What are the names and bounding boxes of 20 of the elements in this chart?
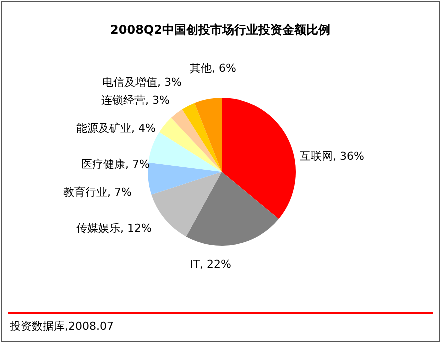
slice-label: 连锁经营, 3% [102, 94, 170, 107]
pie-slice [148, 162, 222, 195]
slice-label: 医疗健康, 7% [82, 158, 150, 171]
pie-slice [222, 98, 296, 220]
pie-slice [171, 110, 222, 172]
slice-label: 互联网, 36% [300, 150, 364, 163]
slice-label: IT, 22% [190, 258, 232, 271]
pie-slice [186, 172, 280, 246]
pie-slice [182, 103, 222, 172]
pie-slice [160, 118, 222, 172]
slice-label: 教育行业, 7% [64, 186, 132, 199]
slice-label: 传媒娱乐, 12% [76, 222, 152, 235]
slice-label: 其他, 6% [190, 62, 236, 75]
pie-slice [152, 172, 222, 237]
text: 投资数据库,2008.07 [9, 320, 114, 333]
slice-label: 电信及增值, 3% [102, 76, 182, 89]
pie-slice [148, 132, 222, 172]
pie-slice [194, 98, 222, 172]
slice-label: 能源及矿业, 4% [76, 122, 156, 135]
chart-title: 2008Q2中国创投市场行业投资金额比例 [110, 23, 330, 37]
